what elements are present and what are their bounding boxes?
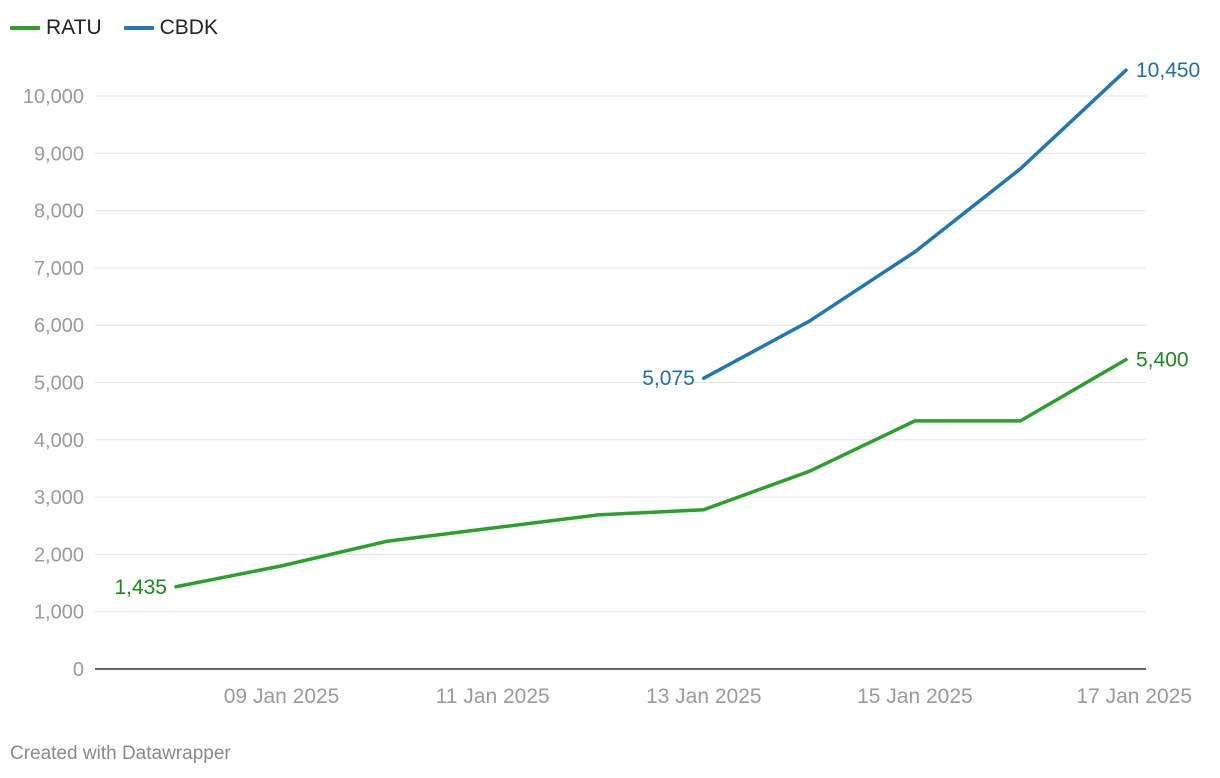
footer-credit: Created with Datawrapper <box>10 743 231 764</box>
series-line-ratu <box>174 357 1128 589</box>
x-tick-label: 09 Jan 2025 <box>224 685 340 708</box>
y-tick-label: 2,000 <box>34 544 84 566</box>
y-tick-label: 8,000 <box>34 201 84 223</box>
legend: RATU CBDK <box>10 14 218 42</box>
legend-item-ratu: RATU <box>10 14 102 42</box>
series-start-label-cbdk: 5,075 <box>642 367 695 390</box>
series-end-label-cbdk: 10,450 <box>1136 59 1200 82</box>
x-tick-label: 11 Jan 2025 <box>436 685 550 708</box>
y-tick-label: 10,000 <box>23 86 84 108</box>
y-tick-label: 9,000 <box>34 143 84 165</box>
series-start-label-ratu: 1,435 <box>114 576 167 599</box>
y-tick-label: 7,000 <box>34 258 84 280</box>
y-tick-label: 6,000 <box>34 315 84 337</box>
y-tick-label: 1,000 <box>34 602 84 624</box>
series-end-label-ratu: 5,400 <box>1136 349 1189 372</box>
x-tick-label: 13 Jan 2025 <box>646 685 762 708</box>
legend-label-ratu: RATU <box>46 16 102 39</box>
legend-label-cbdk: CBDK <box>159 16 218 39</box>
x-tick-label: 17 Jan 2025 <box>1076 685 1192 708</box>
y-tick-label: 5,000 <box>34 373 84 395</box>
legend-item-cbdk: CBDK <box>123 14 218 42</box>
y-tick-label: 0 <box>73 659 84 681</box>
legend-swatch-cbdk <box>123 26 154 30</box>
y-tick-label: 3,000 <box>34 487 84 509</box>
series-line-cbdk <box>702 68 1128 380</box>
legend-swatch-ratu <box>10 26 40 30</box>
y-tick-label: 4,000 <box>34 430 84 452</box>
x-tick-label: 15 Jan 2025 <box>857 685 973 708</box>
